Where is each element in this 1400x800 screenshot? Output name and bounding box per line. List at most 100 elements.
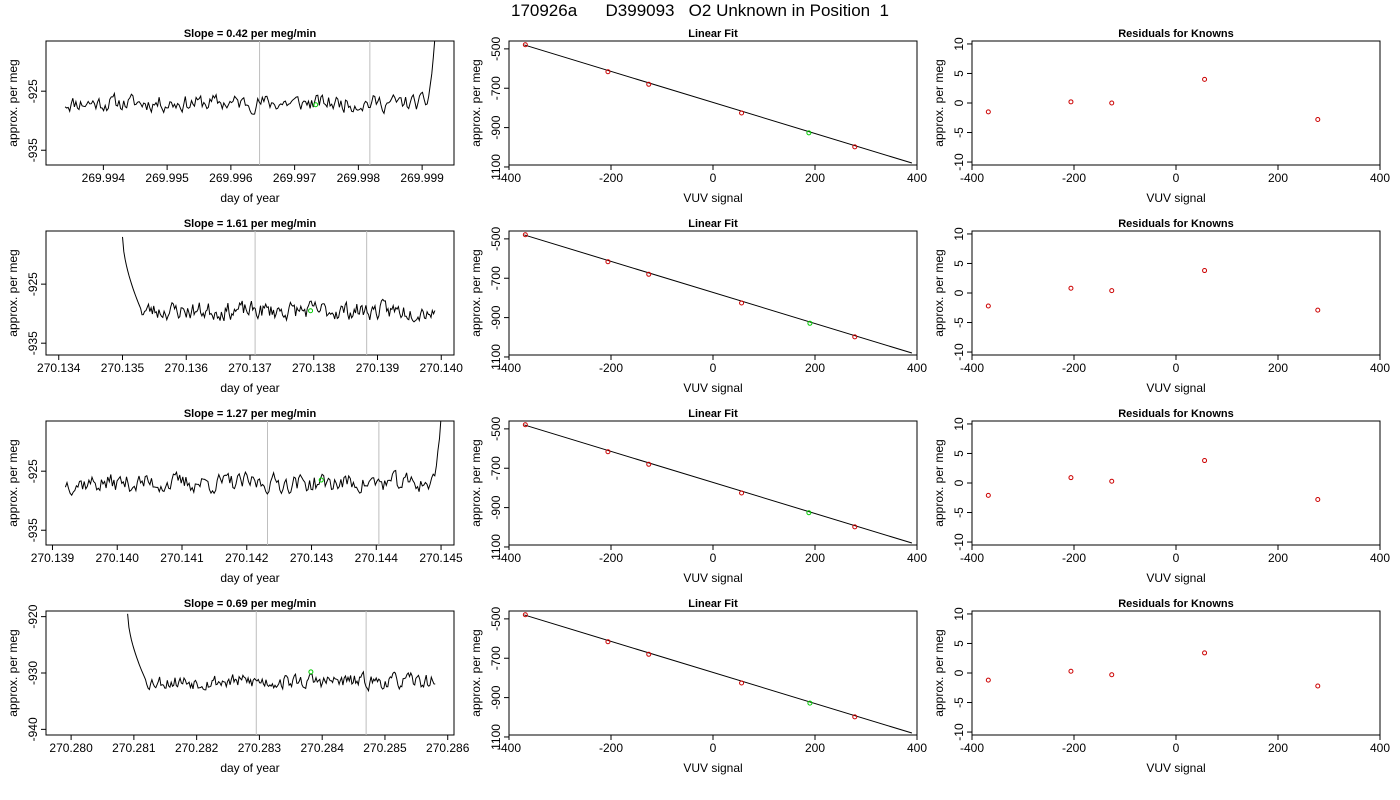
y-tick-label: 1100: [489, 344, 503, 370]
fit-line: [524, 424, 913, 544]
y-tick-label: 10: [952, 37, 966, 51]
x-tick-label: 0: [710, 171, 717, 185]
x-tick-label: 270.281: [112, 741, 156, 755]
y-tick-label: -700: [489, 266, 503, 290]
x-tick-label: 270.139: [356, 361, 400, 375]
y-tick-label: -925: [26, 272, 40, 296]
x-tick-label: 400: [1370, 551, 1390, 565]
x-tick-label: 270.139: [31, 551, 75, 565]
residual-point: [1315, 497, 1321, 503]
x-tick-label: -200: [1062, 741, 1086, 755]
x-tick-label: 269.998: [337, 171, 381, 185]
y-tick-label: 1100: [489, 534, 503, 560]
y-tick-label: -10: [952, 153, 966, 171]
y-tick-label: 0: [952, 669, 966, 676]
unknown-point: [807, 700, 813, 706]
residual-point: [1109, 100, 1115, 106]
trace-line: [64, 41, 436, 115]
x-tick-label: 270.136: [165, 361, 209, 375]
x-tick-label: 269.999: [400, 171, 444, 185]
x-axis-label: day of year: [220, 761, 279, 775]
y-tick-label: -935: [26, 518, 40, 542]
plot-area: [127, 611, 436, 735]
unknown-point: [807, 320, 813, 326]
known-point: [739, 110, 745, 116]
y-tick-label: 5: [952, 640, 966, 647]
plot-frame: [971, 420, 1381, 546]
x-axis-label: VUV signal: [683, 381, 742, 395]
chart-title: Slope = 0.69 per meg/min: [184, 598, 317, 610]
y-tick-label: -900: [489, 495, 503, 519]
known-point: [852, 334, 858, 340]
x-tick-label: 400: [907, 741, 927, 755]
x-tick-label: -200: [599, 551, 623, 565]
residual-point: [1109, 478, 1115, 484]
x-tick-label: -400: [497, 741, 521, 755]
y-tick-label: -700: [489, 646, 503, 670]
known-point: [646, 461, 652, 467]
plot-area: [985, 650, 1321, 689]
y-tick-label: -5: [952, 697, 966, 708]
y-tick-label: -500: [489, 417, 503, 441]
y-axis-label: approx. per meg: [469, 249, 483, 336]
x-tick-label: -200: [599, 361, 623, 375]
chart-title: Residuals for Knowns: [1118, 218, 1234, 230]
chart-title: Residuals for Knowns: [1118, 28, 1234, 40]
residual-point: [985, 677, 991, 683]
chart-title: Linear Fit: [688, 28, 738, 40]
known-point: [605, 449, 611, 455]
x-tick-label: -400: [960, 171, 984, 185]
unknown-point: [806, 130, 812, 136]
x-tick-label: -200: [1062, 171, 1086, 185]
y-tick-label: 0: [952, 99, 966, 106]
y-axis-label: approx. per meg: [6, 629, 20, 716]
chart-trace-row-2: Slope = 1.61 per meg/min 270.134 270.135 27…: [6, 218, 463, 395]
plot-frame: [971, 610, 1381, 736]
residual-point: [1068, 285, 1074, 291]
x-tick-label: 400: [1370, 171, 1390, 185]
residual-point: [1202, 268, 1208, 274]
x-tick-label: 200: [805, 361, 825, 375]
residual-point: [985, 109, 991, 115]
x-tick-label: -400: [960, 741, 984, 755]
x-tick-label: 400: [907, 171, 927, 185]
x-tick-label: 270.285: [363, 741, 407, 755]
plot-area: [522, 232, 913, 354]
residual-point: [1202, 76, 1208, 82]
y-tick-label: -500: [489, 607, 503, 631]
x-tick-label: -200: [1062, 551, 1086, 565]
y-tick-label: -700: [489, 456, 503, 480]
x-axis-label: day of year: [220, 381, 279, 395]
x-tick-label: 400: [1370, 741, 1390, 755]
x-axis-label: day of year: [220, 191, 279, 205]
y-tick-label: -10: [952, 343, 966, 361]
x-tick-label: 200: [1268, 741, 1288, 755]
plot-area: [522, 612, 913, 734]
unknown-point: [318, 477, 324, 483]
y-tick-label: -930: [26, 661, 40, 685]
chart-title: Residuals for Knowns: [1118, 408, 1234, 420]
x-tick-label: 270.138: [292, 361, 336, 375]
y-tick-label: 5: [952, 260, 966, 267]
known-point: [852, 144, 858, 150]
chart-residuals-row-4: Residuals for Knowns -400 -200 0 200 400 -10 -5…: [932, 598, 1390, 775]
y-tick-label: -900: [489, 305, 503, 329]
chart-title: Linear Fit: [688, 598, 738, 610]
x-tick-label: 270.134: [37, 361, 81, 375]
chart-trace-row-1: Slope = 0.42 per meg/min 269.994 269.995 26…: [6, 28, 455, 205]
x-tick-label: 0: [710, 551, 717, 565]
y-axis-label: approx. per meg: [6, 59, 20, 146]
plot-frame: [45, 230, 455, 356]
unknown-point: [313, 102, 319, 108]
residual-point: [1315, 117, 1321, 123]
x-tick-label: 270.283: [238, 741, 282, 755]
y-tick-label: -10: [952, 723, 966, 741]
x-tick-label: -200: [599, 171, 623, 185]
x-tick-label: 400: [907, 551, 927, 565]
y-tick-label: -920: [26, 604, 40, 628]
x-tick-label: 400: [1370, 361, 1390, 375]
x-tick-label: 0: [710, 741, 717, 755]
y-tick-label: 0: [952, 289, 966, 296]
fit-line: [524, 234, 913, 354]
trace-line: [64, 421, 442, 497]
